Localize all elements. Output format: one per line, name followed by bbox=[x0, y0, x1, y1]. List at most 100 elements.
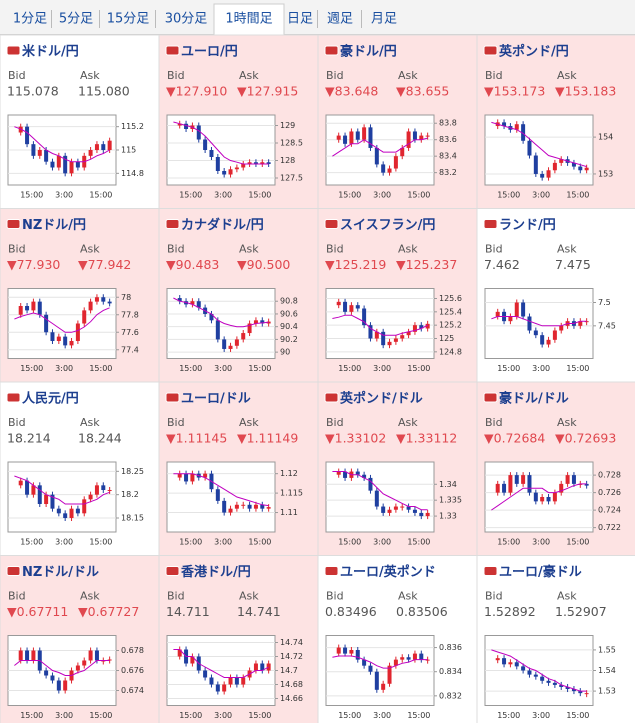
candle-body bbox=[552, 162, 557, 171]
candle-body bbox=[406, 131, 411, 148]
y-tick-label: 0.728 bbox=[598, 471, 621, 480]
quote-cell[interactable]: 英ポンド/円 Bid Ask ▼153.173 ▼153.183 153 154 15:00 3… bbox=[476, 34, 635, 209]
y-tick-label: 1.11 bbox=[280, 508, 298, 517]
flag-icon bbox=[483, 219, 498, 229]
candle-body bbox=[266, 663, 271, 671]
candle-body bbox=[540, 497, 545, 502]
bid-value: ▼77.930 bbox=[7, 257, 60, 272]
flag-icon bbox=[324, 566, 339, 576]
candle-body bbox=[184, 123, 189, 129]
candle-body bbox=[82, 499, 87, 514]
candle-body bbox=[584, 167, 589, 171]
candle-body bbox=[514, 302, 519, 317]
tab[interactable]: 日足 bbox=[287, 12, 313, 27]
ask-label: Ask bbox=[557, 69, 577, 82]
quote-cell[interactable]: 豪ドル/ドル Bid Ask ▼0.72684 ▼0.72693 0.722 0.724 0.… bbox=[476, 381, 635, 556]
x-tick-label: 3:00 bbox=[214, 364, 232, 373]
y-tick-label: 77.6 bbox=[121, 328, 139, 337]
x-tick-label: 15:00 bbox=[89, 711, 112, 720]
x-tick-label: 15:00 bbox=[248, 538, 271, 547]
candle-body bbox=[44, 314, 49, 333]
candle-body bbox=[260, 504, 265, 509]
quote-cell[interactable]: ユーロ/豪ドル Bid Ask 1.52892 1.52907 1.53 1.54 1.55 1… bbox=[476, 555, 635, 723]
quote-cell[interactable]: スイスフラン/円 Bid Ask ▼125.219 ▼125.237 124.8 125 12… bbox=[317, 208, 478, 383]
quote-cell[interactable]: 香港ドル/円 Bid Ask 14.711 14.741 14.66 14.68 14.7 14… bbox=[158, 555, 319, 723]
candle-body bbox=[336, 301, 341, 306]
ask-value: 18.244 bbox=[78, 431, 122, 446]
flag-icon bbox=[165, 566, 180, 576]
tab[interactable]: 1時間足 bbox=[225, 12, 272, 27]
candle-body bbox=[419, 135, 424, 140]
x-tick-label: 3:00 bbox=[55, 191, 73, 200]
bid-value: 115.078 bbox=[7, 84, 59, 99]
candle-body bbox=[400, 657, 405, 660]
candle-body bbox=[56, 336, 61, 341]
tab[interactable]: 週足 bbox=[327, 12, 353, 27]
tab[interactable]: 5分足 bbox=[59, 12, 93, 27]
y-tick-label: 14.66 bbox=[280, 694, 303, 703]
candle-body bbox=[533, 674, 538, 677]
ask-value: ▼153.183 bbox=[555, 84, 616, 99]
x-tick-label: 15:00 bbox=[566, 364, 589, 373]
moving-average bbox=[332, 655, 428, 669]
ask-label: Ask bbox=[80, 69, 100, 82]
x-tick-label: 15:00 bbox=[89, 364, 112, 373]
candle-body bbox=[222, 339, 227, 349]
y-tick-label: 0.834 bbox=[439, 667, 462, 676]
candle-body bbox=[234, 504, 239, 509]
candle-body bbox=[56, 508, 61, 514]
candle-body bbox=[362, 474, 367, 478]
candle-body bbox=[260, 320, 265, 324]
candle-body bbox=[107, 490, 112, 491]
quote-cell[interactable]: ユーロ/英ポンド Bid Ask 0.83496 0.83506 0.832 0.834 0.… bbox=[317, 555, 478, 723]
y-tick-label: 83.4 bbox=[439, 152, 457, 161]
quote-cell[interactable]: 英ポンド/ドル Bid Ask ▼1.33102 ▼1.33112 1.33 1.335 1.… bbox=[317, 381, 478, 556]
x-tick-label: 15:00 bbox=[338, 711, 361, 720]
x-tick-label: 3:00 bbox=[373, 191, 391, 200]
candle-body bbox=[387, 509, 392, 513]
quote-cell[interactable]: 人民元/円 Bid Ask 18.214 18.244 18.15 18.2 18.25 15:… bbox=[0, 381, 160, 556]
candle-body bbox=[514, 662, 519, 667]
quote-cell[interactable]: カナダドル/円 Bid Ask ▼90.483 ▼90.500 90 90.2 90.4 90.… bbox=[158, 208, 319, 383]
flag-icon bbox=[165, 45, 180, 56]
quote-cell[interactable]: NZドル/円 Bid Ask ▼77.930 ▼77.942 77.4 77.6 77.8 78… bbox=[0, 208, 160, 383]
bid-label: Bid bbox=[485, 416, 503, 429]
x-tick-label: 3:00 bbox=[55, 538, 73, 547]
candle-body bbox=[196, 301, 201, 308]
candle-body bbox=[336, 135, 341, 140]
candle-body bbox=[419, 653, 424, 660]
quote-cell[interactable]: 米ドル/円 Bid Ask 115.078 115.080 114.8 115 115.2 15… bbox=[0, 34, 160, 209]
tab[interactable]: 15分足 bbox=[107, 12, 150, 27]
candle-body bbox=[406, 657, 411, 660]
candle-body bbox=[533, 330, 538, 336]
quote-cell[interactable]: 豪ドル/円 Bid Ask ▼83.648 ▼83.655 83.2 83.4 83.6 83.… bbox=[317, 34, 478, 209]
bid-label: Bid bbox=[167, 243, 185, 256]
y-tick-label: 7.5 bbox=[598, 298, 611, 307]
tab[interactable]: 30分足 bbox=[165, 12, 208, 27]
candle-body bbox=[228, 677, 233, 685]
tab[interactable]: 1分足 bbox=[13, 12, 47, 27]
y-tick-label: 1.115 bbox=[280, 489, 303, 498]
quote-cell[interactable]: NZドル/ドル Bid Ask ▼0.67711 ▼0.67727 0.674 0.676 0… bbox=[0, 555, 160, 723]
y-tick-label: 14.72 bbox=[280, 652, 303, 661]
candle-body bbox=[241, 333, 246, 340]
quote-cell[interactable]: ユーロ/円 Bid Ask ▼127.910 ▼127.915 127.5 128 128.5… bbox=[158, 34, 319, 209]
candle-body bbox=[571, 162, 576, 167]
x-tick-label: 15:00 bbox=[20, 711, 43, 720]
quote-cell[interactable]: ランド/円 Bid Ask 7.462 7.475 7.45 7.5 15:00 3:00 15:… bbox=[476, 208, 635, 383]
tab[interactable]: 月足 bbox=[371, 12, 397, 27]
candle-body bbox=[336, 471, 341, 475]
quote-cell[interactable]: ユーロ/ドル Bid Ask ▼1.11145 ▼1.11149 1.11 1.115 1.1… bbox=[158, 381, 319, 556]
candle-body bbox=[177, 473, 182, 478]
candle-body bbox=[75, 161, 80, 168]
bid-value: 1.52892 bbox=[484, 604, 536, 619]
candle-body bbox=[266, 507, 271, 509]
candle-body bbox=[50, 675, 55, 681]
pair-name: 米ドル/円 bbox=[22, 44, 79, 60]
candle-body bbox=[101, 485, 106, 490]
candle-body bbox=[552, 492, 557, 502]
candle-body bbox=[177, 298, 182, 302]
candle-body bbox=[234, 167, 239, 170]
pair-name: ユーロ/ドル bbox=[181, 392, 251, 407]
y-tick-label: 14.68 bbox=[280, 680, 303, 689]
